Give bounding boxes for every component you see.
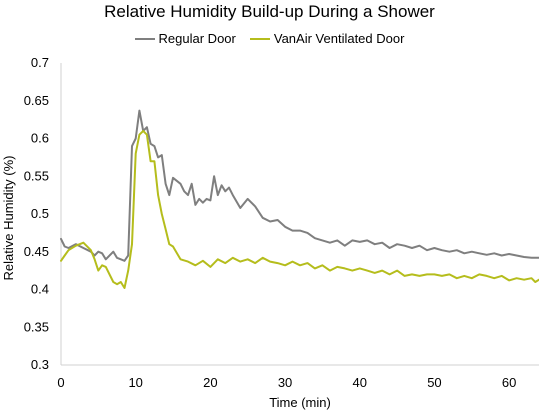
legend-swatch-vanair-door (249, 37, 270, 40)
legend-item-vanair-door: VanAir Ventilated Door (249, 31, 405, 46)
x-tick-label: 40 (353, 375, 367, 390)
series-line-vanair-door (60, 129, 539, 289)
y-tick-label: 0.7 (31, 55, 49, 70)
y-tick-label: 0.4 (31, 282, 49, 297)
x-axis-label: Time (min) (269, 395, 331, 410)
x-tick-label: 60 (502, 375, 516, 390)
y-tick-label: 0.45 (24, 244, 49, 259)
y-tick-label: 0.5 (31, 206, 49, 221)
chart-legend: Regular Door VanAir Ventilated Door (0, 31, 539, 46)
x-tick-label: 30 (278, 375, 292, 390)
legend-swatch-regular-door (134, 37, 155, 40)
series-line-regular-door (60, 109, 539, 262)
x-tick-label: 10 (128, 375, 142, 390)
y-axis-label: Relative Humidity (%) (1, 156, 16, 281)
y-tick-label: 0.35 (24, 319, 49, 334)
y-tick-label: 0.55 (24, 168, 49, 183)
chart-title: Relative Humidity Build-up During a Show… (104, 2, 435, 21)
legend-item-regular-door: Regular Door (134, 31, 236, 46)
legend-label-regular-door: Regular Door (158, 31, 236, 46)
x-tick-label: 0 (57, 375, 64, 390)
y-tick-label: 0.3 (31, 357, 49, 372)
y-tick-label: 0.6 (31, 131, 49, 146)
x-tick-label: 50 (427, 375, 441, 390)
y-tick-label: 0.65 (24, 93, 49, 108)
x-tick-label: 20 (203, 375, 217, 390)
legend-label-vanair-door: VanAir Ventilated Door (273, 31, 405, 46)
